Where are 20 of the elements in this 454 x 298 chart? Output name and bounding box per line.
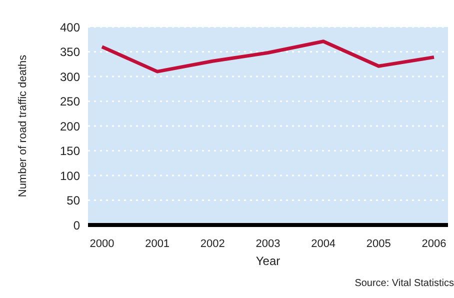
x-tick-label: 2002 (200, 238, 225, 250)
source-note: Source: Vital Statistics (354, 278, 454, 289)
x-tick-label: 2005 (366, 238, 391, 250)
x-tick-label: 2000 (90, 238, 114, 250)
x-tick-label: 2006 (422, 238, 446, 250)
y-tick-label: 150 (60, 144, 80, 158)
y-tick-label: 100 (60, 168, 80, 183)
y-tick-label: 350 (60, 45, 80, 60)
x-tick-label: 2001 (145, 238, 170, 250)
y-tick-label: 50 (66, 194, 80, 208)
y-tick-label: 250 (60, 94, 80, 109)
y-tick-label: 0 (73, 218, 80, 232)
x-tick-label: 2004 (311, 238, 336, 250)
x-tick-label: 2003 (256, 238, 280, 250)
y-axis-title: Number of road traffic deaths (16, 54, 29, 198)
x-axis-title: Year (256, 254, 280, 268)
y-tick-label: 300 (60, 70, 80, 84)
y-tick-label: 400 (60, 20, 80, 34)
line-series (100, 40, 436, 74)
y-tick-label: 200 (60, 119, 80, 134)
